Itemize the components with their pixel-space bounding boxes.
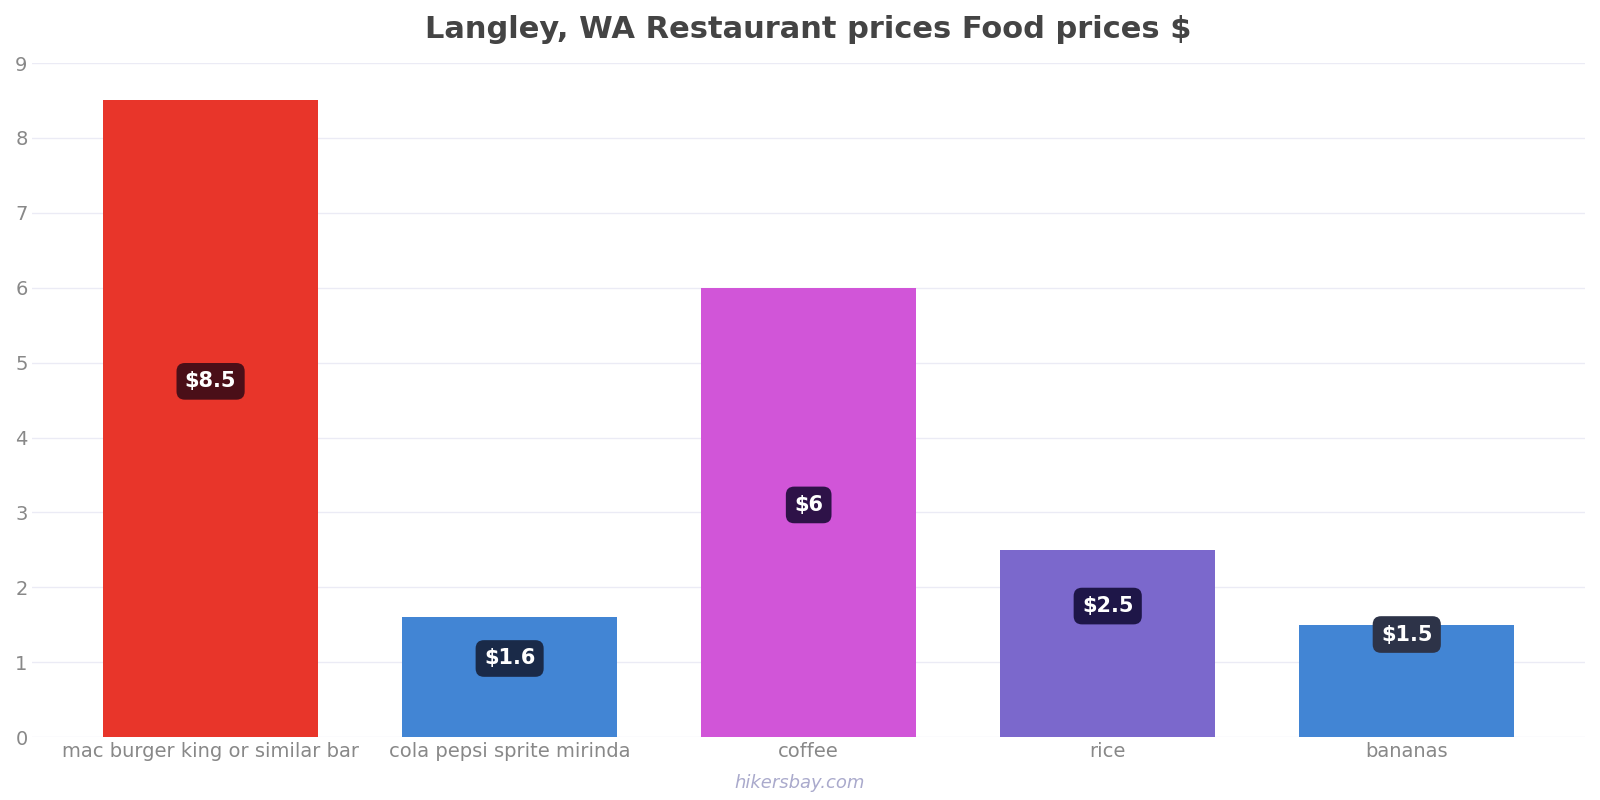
- Bar: [1000, 550, 1216, 737]
- Title: Langley, WA Restaurant prices Food prices $: Langley, WA Restaurant prices Food price…: [426, 15, 1192, 44]
- Bar: [402, 618, 618, 737]
- Bar: [1299, 625, 1515, 737]
- Text: $6: $6: [794, 495, 822, 515]
- Text: $1.6: $1.6: [483, 649, 536, 669]
- Bar: [102, 101, 318, 737]
- Text: $8.5: $8.5: [186, 371, 237, 391]
- Text: $1.5: $1.5: [1381, 625, 1432, 645]
- Text: $2.5: $2.5: [1082, 596, 1133, 616]
- Text: hikersbay.com: hikersbay.com: [734, 774, 866, 792]
- Bar: [701, 288, 917, 737]
